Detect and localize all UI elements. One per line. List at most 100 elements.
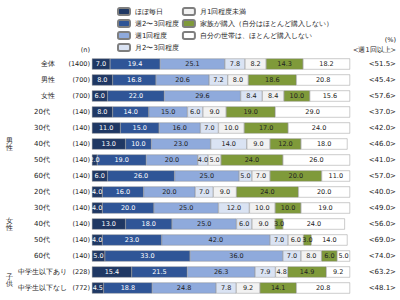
svg-text:5.0: 5.0 [240, 172, 250, 180]
svg-text:(700): (700) [73, 76, 90, 84]
svg-text:(140): (140) [73, 124, 90, 132]
svg-text:<49.0>: <49.0> [369, 204, 396, 212]
svg-text:14.1: 14.1 [271, 284, 285, 292]
svg-text:6.0: 6.0 [95, 172, 105, 180]
svg-text:8.4: 8.4 [268, 92, 278, 100]
svg-text:8.0: 8.0 [97, 108, 107, 116]
svg-text:16.0: 16.0 [116, 188, 130, 196]
svg-text:24.8: 24.8 [177, 284, 191, 292]
svg-text:12.0: 12.0 [278, 140, 292, 148]
svg-text:性: 性 [5, 224, 13, 232]
svg-text:20.0: 20.0 [317, 188, 331, 196]
svg-text:23.0: 23.0 [125, 236, 139, 244]
svg-text:4.0: 4.0 [92, 236, 102, 244]
svg-text:60代: 60代 [34, 252, 50, 260]
svg-text:<69.0>: <69.0> [369, 236, 396, 244]
svg-text:9.0: 9.0 [209, 108, 219, 116]
svg-text:7.0: 7.0 [256, 172, 266, 180]
svg-text:2.0: 2.0 [89, 156, 99, 164]
svg-text:(140): (140) [73, 204, 90, 212]
svg-text:(140): (140) [73, 108, 90, 116]
svg-text:24.0: 24.0 [260, 188, 274, 196]
svg-text:6.0: 6.0 [190, 108, 200, 116]
svg-text:10.0: 10.0 [224, 124, 238, 132]
svg-text:月2〜3回程度: 月2〜3回程度 [135, 44, 179, 52]
svg-text:(228): (228) [73, 268, 90, 276]
svg-text:30代: 30代 [34, 124, 50, 132]
svg-text:<56.0>: <56.0> [369, 220, 396, 228]
svg-text:10.0: 10.0 [281, 204, 295, 212]
svg-text:週2〜3回程度: 週2〜3回程度 [135, 20, 179, 28]
svg-text:(140): (140) [73, 236, 90, 244]
svg-text:<48.1>: <48.1> [369, 284, 396, 292]
svg-text:11.0: 11.0 [99, 124, 113, 132]
svg-text:60代: 60代 [34, 172, 50, 180]
svg-text:7.0: 7.0 [199, 188, 209, 196]
svg-text:14.0: 14.0 [123, 108, 137, 116]
svg-text:自分の世帯は、ほとんど購入しない: 自分の世帯は、ほとんど購入しない [200, 32, 312, 40]
svg-text:21.5: 21.5 [152, 268, 166, 276]
svg-text:25.0: 25.0 [200, 172, 214, 180]
svg-text:家族が購入（自分はほとんど購入しない）: 家族が購入（自分はほとんど購入しない） [200, 20, 333, 28]
svg-text:(772): (772) [73, 284, 90, 292]
svg-text:20.0: 20.0 [165, 156, 179, 164]
svg-text:4.0: 4.0 [92, 204, 102, 212]
svg-text:9.2: 9.2 [243, 284, 253, 292]
svg-text:14.9: 14.9 [300, 268, 314, 276]
svg-text:3.0: 3.0 [302, 236, 312, 244]
svg-text:50代: 50代 [34, 236, 50, 244]
svg-text:18.0: 18.0 [317, 140, 331, 148]
svg-text:7.0: 7.0 [204, 124, 214, 132]
svg-text:30代: 30代 [34, 204, 50, 212]
svg-text:<51.5>: <51.5> [369, 60, 396, 68]
svg-text:10.0: 10.0 [255, 204, 269, 212]
svg-text:(140): (140) [73, 220, 90, 228]
svg-text:9.0: 9.0 [258, 220, 268, 228]
svg-text:29.6: 29.6 [195, 92, 209, 100]
svg-text:7.0: 7.0 [96, 60, 106, 68]
svg-text:<42.0>: <42.0> [369, 124, 396, 132]
svg-text:40代: 40代 [34, 220, 50, 228]
svg-text:15.0: 15.0 [161, 108, 175, 116]
svg-text:<41.0>: <41.0> [369, 156, 396, 164]
svg-text:18.0: 18.0 [142, 220, 156, 228]
svg-text:月1回程度未満: 月1回程度未満 [200, 8, 246, 16]
svg-text:10.0: 10.0 [290, 92, 304, 100]
svg-text:25.1: 25.1 [185, 60, 199, 68]
svg-text:20.0: 20.0 [162, 188, 176, 196]
svg-text:15.6: 15.6 [323, 92, 337, 100]
svg-text:5.0: 5.0 [338, 252, 348, 260]
svg-text:6.0: 6.0 [95, 92, 105, 100]
svg-text:8.0: 8.0 [306, 252, 316, 260]
svg-text:15.4: 15.4 [105, 268, 119, 276]
svg-text:<57.6>: <57.6> [369, 92, 396, 100]
svg-text:(140): (140) [73, 156, 90, 164]
svg-text:7.8: 7.8 [230, 60, 240, 68]
svg-text:(n): (n) [81, 46, 90, 54]
svg-text:9.0: 9.0 [220, 188, 230, 196]
svg-text:19.0: 19.0 [243, 108, 257, 116]
svg-text:16.0: 16.0 [172, 124, 186, 132]
svg-text:週1回程度: 週1回程度 [135, 32, 167, 40]
svg-text:24.0: 24.0 [312, 124, 326, 132]
svg-text:26.0: 26.0 [309, 156, 323, 164]
svg-text:8.4: 8.4 [246, 92, 256, 100]
svg-text:中学生以下あり: 中学生以下あり [18, 268, 67, 276]
svg-text:50代: 50代 [34, 156, 50, 164]
svg-text:19.0: 19.0 [318, 204, 332, 212]
svg-text:8.0: 8.0 [97, 76, 107, 84]
svg-text:10.0: 10.0 [131, 140, 145, 148]
svg-text:12.0: 12.0 [227, 204, 241, 212]
svg-text:<57.0>: <57.0> [369, 172, 396, 180]
svg-text:6.0: 6.0 [239, 220, 249, 228]
svg-text:20.0: 20.0 [121, 204, 135, 212]
svg-text:4.0: 4.0 [198, 156, 208, 164]
svg-text:36.0: 36.0 [229, 252, 243, 260]
svg-text:4.0: 4.0 [92, 188, 102, 196]
svg-text:18.6: 18.6 [265, 76, 279, 84]
svg-text:14.3: 14.3 [277, 60, 291, 68]
svg-text:(140): (140) [73, 140, 90, 148]
svg-text:(140): (140) [73, 172, 90, 180]
svg-text:13.0: 13.0 [102, 220, 116, 228]
svg-text:<40.0>: <40.0> [369, 188, 396, 196]
